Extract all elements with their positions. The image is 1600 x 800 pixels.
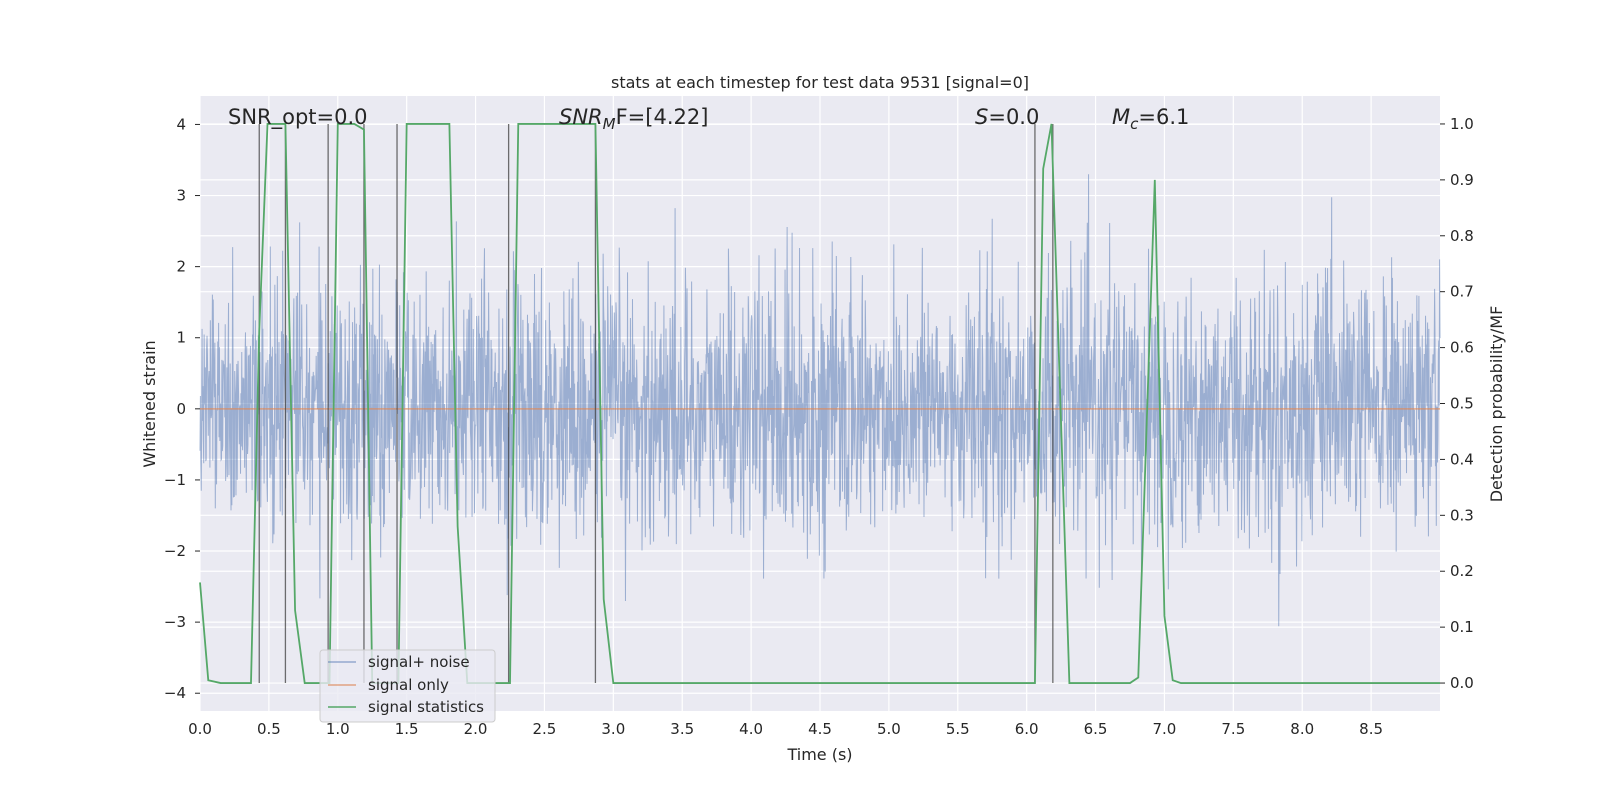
y2-axis-label: Detection probability/MF [1487, 306, 1506, 503]
y2-tick-label: 0.8 [1450, 227, 1474, 245]
annotation-snr-mf-sub: M [603, 115, 616, 133]
annotation-s-rest: =0.0 [988, 105, 1039, 129]
annotation-mc-main: M [1112, 105, 1130, 129]
y-tick-labels: 4 3 2 1 0 −1 −2 −3 −4 [164, 115, 200, 702]
y2-tick-labels: 1.0 0.9 0.8 0.7 0.6 0.5 0.4 0.3 0.2 0.1 0.0 [1440, 115, 1474, 692]
x-tick-label: 0.5 [257, 720, 281, 738]
x-tick-label: 5.0 [877, 720, 901, 738]
x-tick-label: 1.0 [326, 720, 350, 738]
y-tick-label: −4 [164, 684, 186, 702]
y2-tick-label: 0.7 [1450, 283, 1474, 301]
series-signal-statistics [199, 123, 1440, 684]
x-tick-label: 5.5 [946, 720, 970, 738]
y2-tick-label: 0.1 [1450, 618, 1474, 636]
x-tick-label: 3.5 [670, 720, 694, 738]
annotation-mc-sub: c [1130, 115, 1139, 133]
x-axis-label: Time (s) [786, 745, 852, 764]
vertical-markers [258, 123, 1054, 684]
x-tick-labels: 0.0 0.5 1.0 1.5 2.0 2.5 3.0 3.5 4.0 4.5 5.0 5.5 6.0 6… [188, 720, 1383, 738]
legend: signal+ noise signal only signal statist… [319, 649, 496, 723]
legend-label-signal-noise: signal+ noise [368, 653, 470, 671]
y-tick-label: 3 [176, 187, 186, 205]
annotation-s-main: S [975, 105, 988, 129]
legend-label-signal-only: signal only [368, 676, 449, 694]
annotation-s: S=0.0 [975, 105, 1039, 129]
y-tick-label: −3 [164, 613, 186, 631]
y2-tick-label: 0.3 [1450, 506, 1474, 524]
x-tick-label: 8.0 [1290, 720, 1314, 738]
annotation-snr-mf: SNRMF=[4.22] [559, 105, 708, 133]
annotation-mc: Mc=6.1 [1112, 105, 1189, 133]
annotation-mc-rest: =6.1 [1138, 105, 1189, 129]
y-axis-label: Whitened strain [140, 340, 159, 467]
legend-label-signal-statistics: signal statistics [368, 698, 484, 716]
annotation-snr-mf-main: SNR [559, 105, 603, 129]
y2-tick-label: 0.2 [1450, 562, 1474, 580]
x-tick-label: 7.0 [1153, 720, 1177, 738]
y2-tick-label: 1.0 [1450, 115, 1474, 133]
y2-tick-label: 0.0 [1450, 674, 1474, 692]
x-tick-label: 1.5 [395, 720, 419, 738]
annotation-snr-opt: SNR_opt=0.0 [228, 105, 368, 130]
x-tick-label: 6.5 [1084, 720, 1108, 738]
signal-noise-line [199, 174, 1441, 627]
x-tick-label: 4.0 [739, 720, 763, 738]
x-tick-label: 4.5 [808, 720, 832, 738]
y2-tick-label: 0.4 [1450, 450, 1474, 468]
x-tick-label: 8.5 [1359, 720, 1383, 738]
y-tick-label: 1 [176, 329, 186, 347]
signal-statistics-line [199, 123, 1440, 684]
x-tick-label: 3.0 [601, 720, 625, 738]
y-tick-label: 0 [176, 400, 186, 418]
series-signal-noise [199, 174, 1441, 627]
y2-tick-label: 0.6 [1450, 339, 1474, 357]
x-tick-label: 7.5 [1221, 720, 1245, 738]
legend-box [319, 649, 496, 723]
y-tick-label: −2 [164, 542, 186, 560]
x-tick-label: 2.5 [533, 720, 557, 738]
y-tick-label: −1 [164, 471, 186, 489]
x-tick-label: 2.0 [464, 720, 488, 738]
x-tick-label: 6.0 [1015, 720, 1039, 738]
annotation-snr-mf-rest: F=[4.22] [616, 105, 709, 129]
y2-tick-label: 0.5 [1450, 395, 1474, 413]
chart-title: stats at each timestep for test data 953… [611, 73, 1029, 92]
x-tick-label: 0.0 [188, 720, 212, 738]
y-tick-label: 2 [176, 258, 186, 276]
y-tick-label: 4 [176, 115, 186, 133]
y2-tick-label: 0.9 [1450, 171, 1474, 189]
